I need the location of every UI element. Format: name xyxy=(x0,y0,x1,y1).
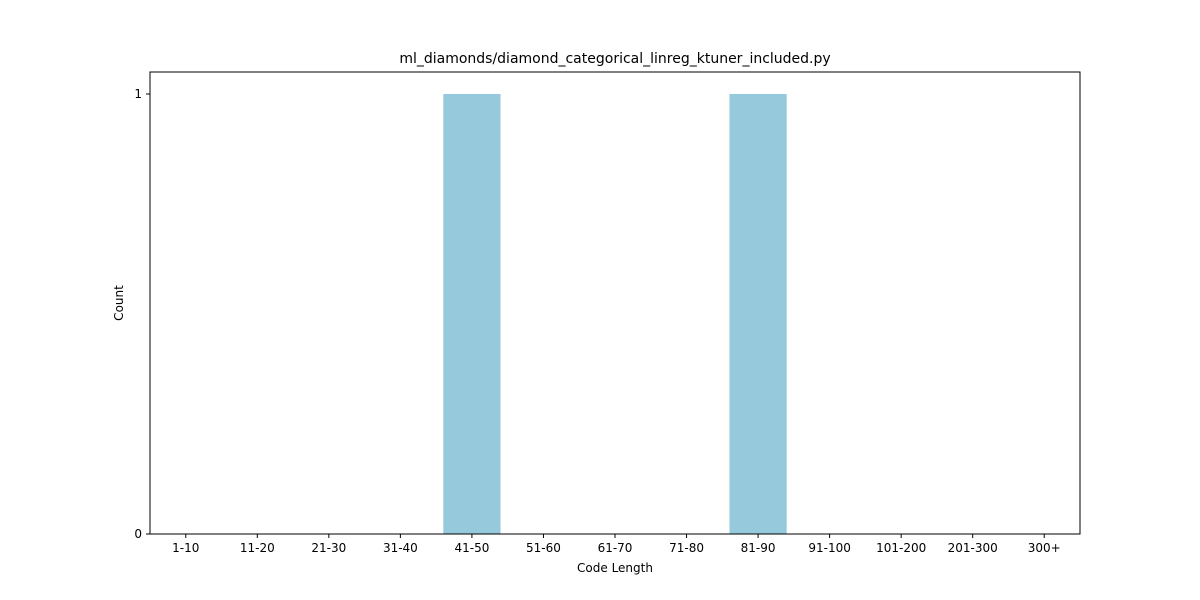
x-tick-label: 81-90 xyxy=(741,541,776,555)
y-tick-label: 0 xyxy=(134,527,142,541)
x-tick-label: 1-10 xyxy=(172,541,199,555)
bar-41-50 xyxy=(443,94,501,534)
y-axis-label: Count xyxy=(112,285,126,321)
x-axis-label: Code Length xyxy=(577,561,653,575)
x-axis-ticks: 1-10 11-20 21-30 31-40 41-50 51-60 61-70 71-80 8… xyxy=(172,534,1061,555)
bar-81-90 xyxy=(729,94,787,534)
x-tick-label: 61-70 xyxy=(598,541,633,555)
plot-frame xyxy=(149,71,1081,535)
x-tick-label: 91-100 xyxy=(808,541,851,555)
y-tick-label: 1 xyxy=(134,87,142,101)
chart-title: ml_diamonds/diamond_categorical_linreg_k… xyxy=(399,51,830,67)
x-tick-label: 51-60 xyxy=(526,541,561,555)
x-tick-label: 300+ xyxy=(1028,541,1061,555)
y-axis-ticks: 01 xyxy=(134,87,150,541)
x-tick-label: 41-50 xyxy=(454,541,489,555)
x-tick-label: 31-40 xyxy=(383,541,418,555)
x-tick-label: 201-300 xyxy=(948,541,998,555)
x-tick-label: 71-80 xyxy=(669,541,704,555)
bars-group xyxy=(443,94,787,534)
x-tick-label: 21-30 xyxy=(311,541,346,555)
x-tick-label: 101-200 xyxy=(876,541,926,555)
x-tick-label: 11-20 xyxy=(240,541,275,555)
